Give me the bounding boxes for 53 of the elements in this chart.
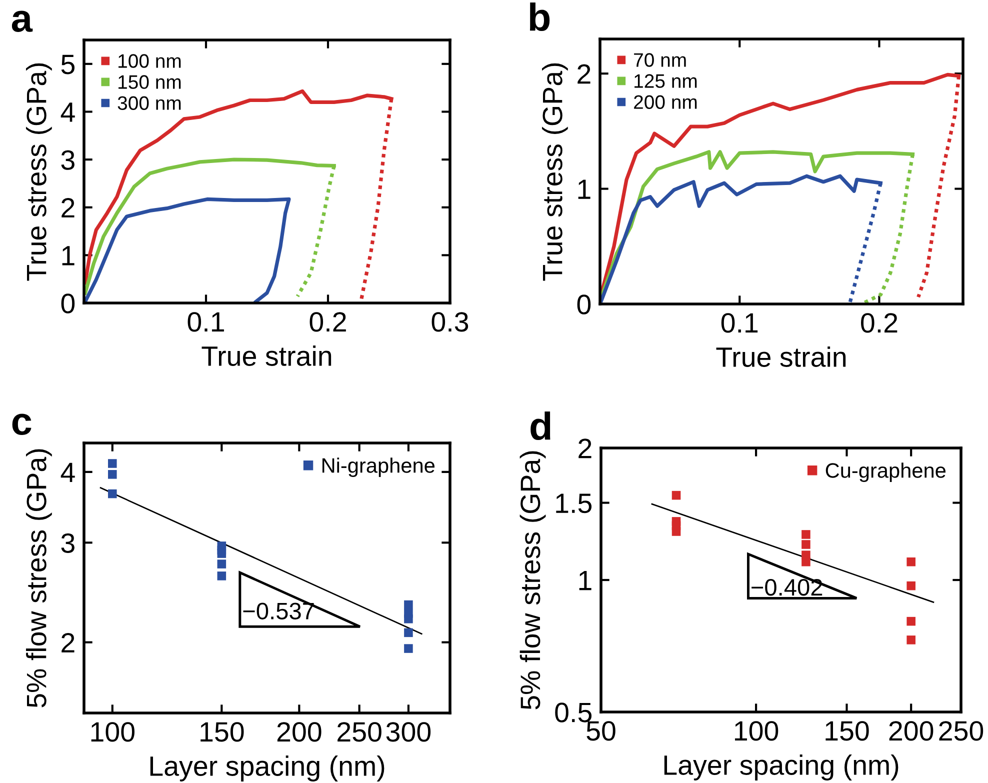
y-axis-title: 5% flow stress (GPa) xyxy=(26,449,52,708)
y-tick-label: 3 xyxy=(61,150,74,170)
y-tick-label: 2 xyxy=(62,632,74,652)
legend-label: 125 nm xyxy=(634,74,697,88)
chart-title: b xyxy=(530,2,550,32)
y-tick-label: 4 xyxy=(60,462,75,482)
legend-label: Ni-graphene xyxy=(322,458,434,478)
y-tick-label: 0 xyxy=(577,294,591,314)
y-axis-title: True stress (GPa) xyxy=(542,63,568,281)
x-tick-label: 100 xyxy=(91,722,134,742)
x-axis-title: Layer spacing (nm) xyxy=(664,754,898,780)
x-axis-title: True strain xyxy=(202,346,332,366)
y-tick-label: 1.5 xyxy=(556,494,592,514)
x-tick-label: 50 xyxy=(586,721,616,741)
x-tick-label: 0.2 xyxy=(310,312,346,332)
x-tick-label: 200 xyxy=(889,721,934,741)
x-tick-label: 150 xyxy=(200,722,244,742)
y-tick-label: 3 xyxy=(61,533,74,553)
y-axis-title: 5% flow stress (GPa) xyxy=(520,451,546,710)
y-tick-label: 1 xyxy=(62,246,74,266)
x-tick-label: 0.3 xyxy=(432,312,468,332)
y-tick-label: 0.5 xyxy=(555,702,592,722)
annotation: −0.402 xyxy=(752,578,822,596)
x-tick-label: 200 xyxy=(277,722,322,742)
y-tick-label: 1 xyxy=(579,570,592,590)
y-tick-label: 2 xyxy=(62,198,74,218)
y-tick-label: 4 xyxy=(60,102,75,122)
x-tick-label: 250 xyxy=(939,721,984,741)
legend-label: 150 nm xyxy=(118,75,181,89)
chart-title: d xyxy=(530,411,550,440)
x-tick-label: 150 xyxy=(826,721,869,741)
x-axis-title: True strain xyxy=(716,346,846,367)
y-tick-label: 5 xyxy=(61,54,75,74)
legend-label: 300 nm xyxy=(118,96,181,110)
y-tick-label: 2 xyxy=(578,438,592,458)
y-tick-label: 0 xyxy=(61,294,75,314)
chart-title: a xyxy=(12,10,33,32)
legend-label: 100 nm xyxy=(118,54,181,68)
x-tick-label: 0.1 xyxy=(188,312,224,332)
y-tick-label: 1 xyxy=(578,180,590,199)
y-axis-title: True stress (GPa) xyxy=(26,63,52,281)
x-tick-label: 0.1 xyxy=(721,313,758,333)
legend-label: 200 nm xyxy=(634,95,697,109)
legend-label: Cu-graphene xyxy=(826,462,946,482)
x-tick-label: 0.2 xyxy=(861,313,898,333)
y-tick-label: 2 xyxy=(578,64,590,84)
legend-label: 70 nm xyxy=(634,53,686,67)
x-tick-label: 300 xyxy=(386,722,431,742)
chart-title: c xyxy=(12,414,32,436)
x-tick-label: 100 xyxy=(734,721,778,741)
x-axis-title: Layer spacing (nm) xyxy=(150,756,384,782)
x-tick-label: 250 xyxy=(338,722,382,742)
annotation: −0.537 xyxy=(243,602,314,620)
